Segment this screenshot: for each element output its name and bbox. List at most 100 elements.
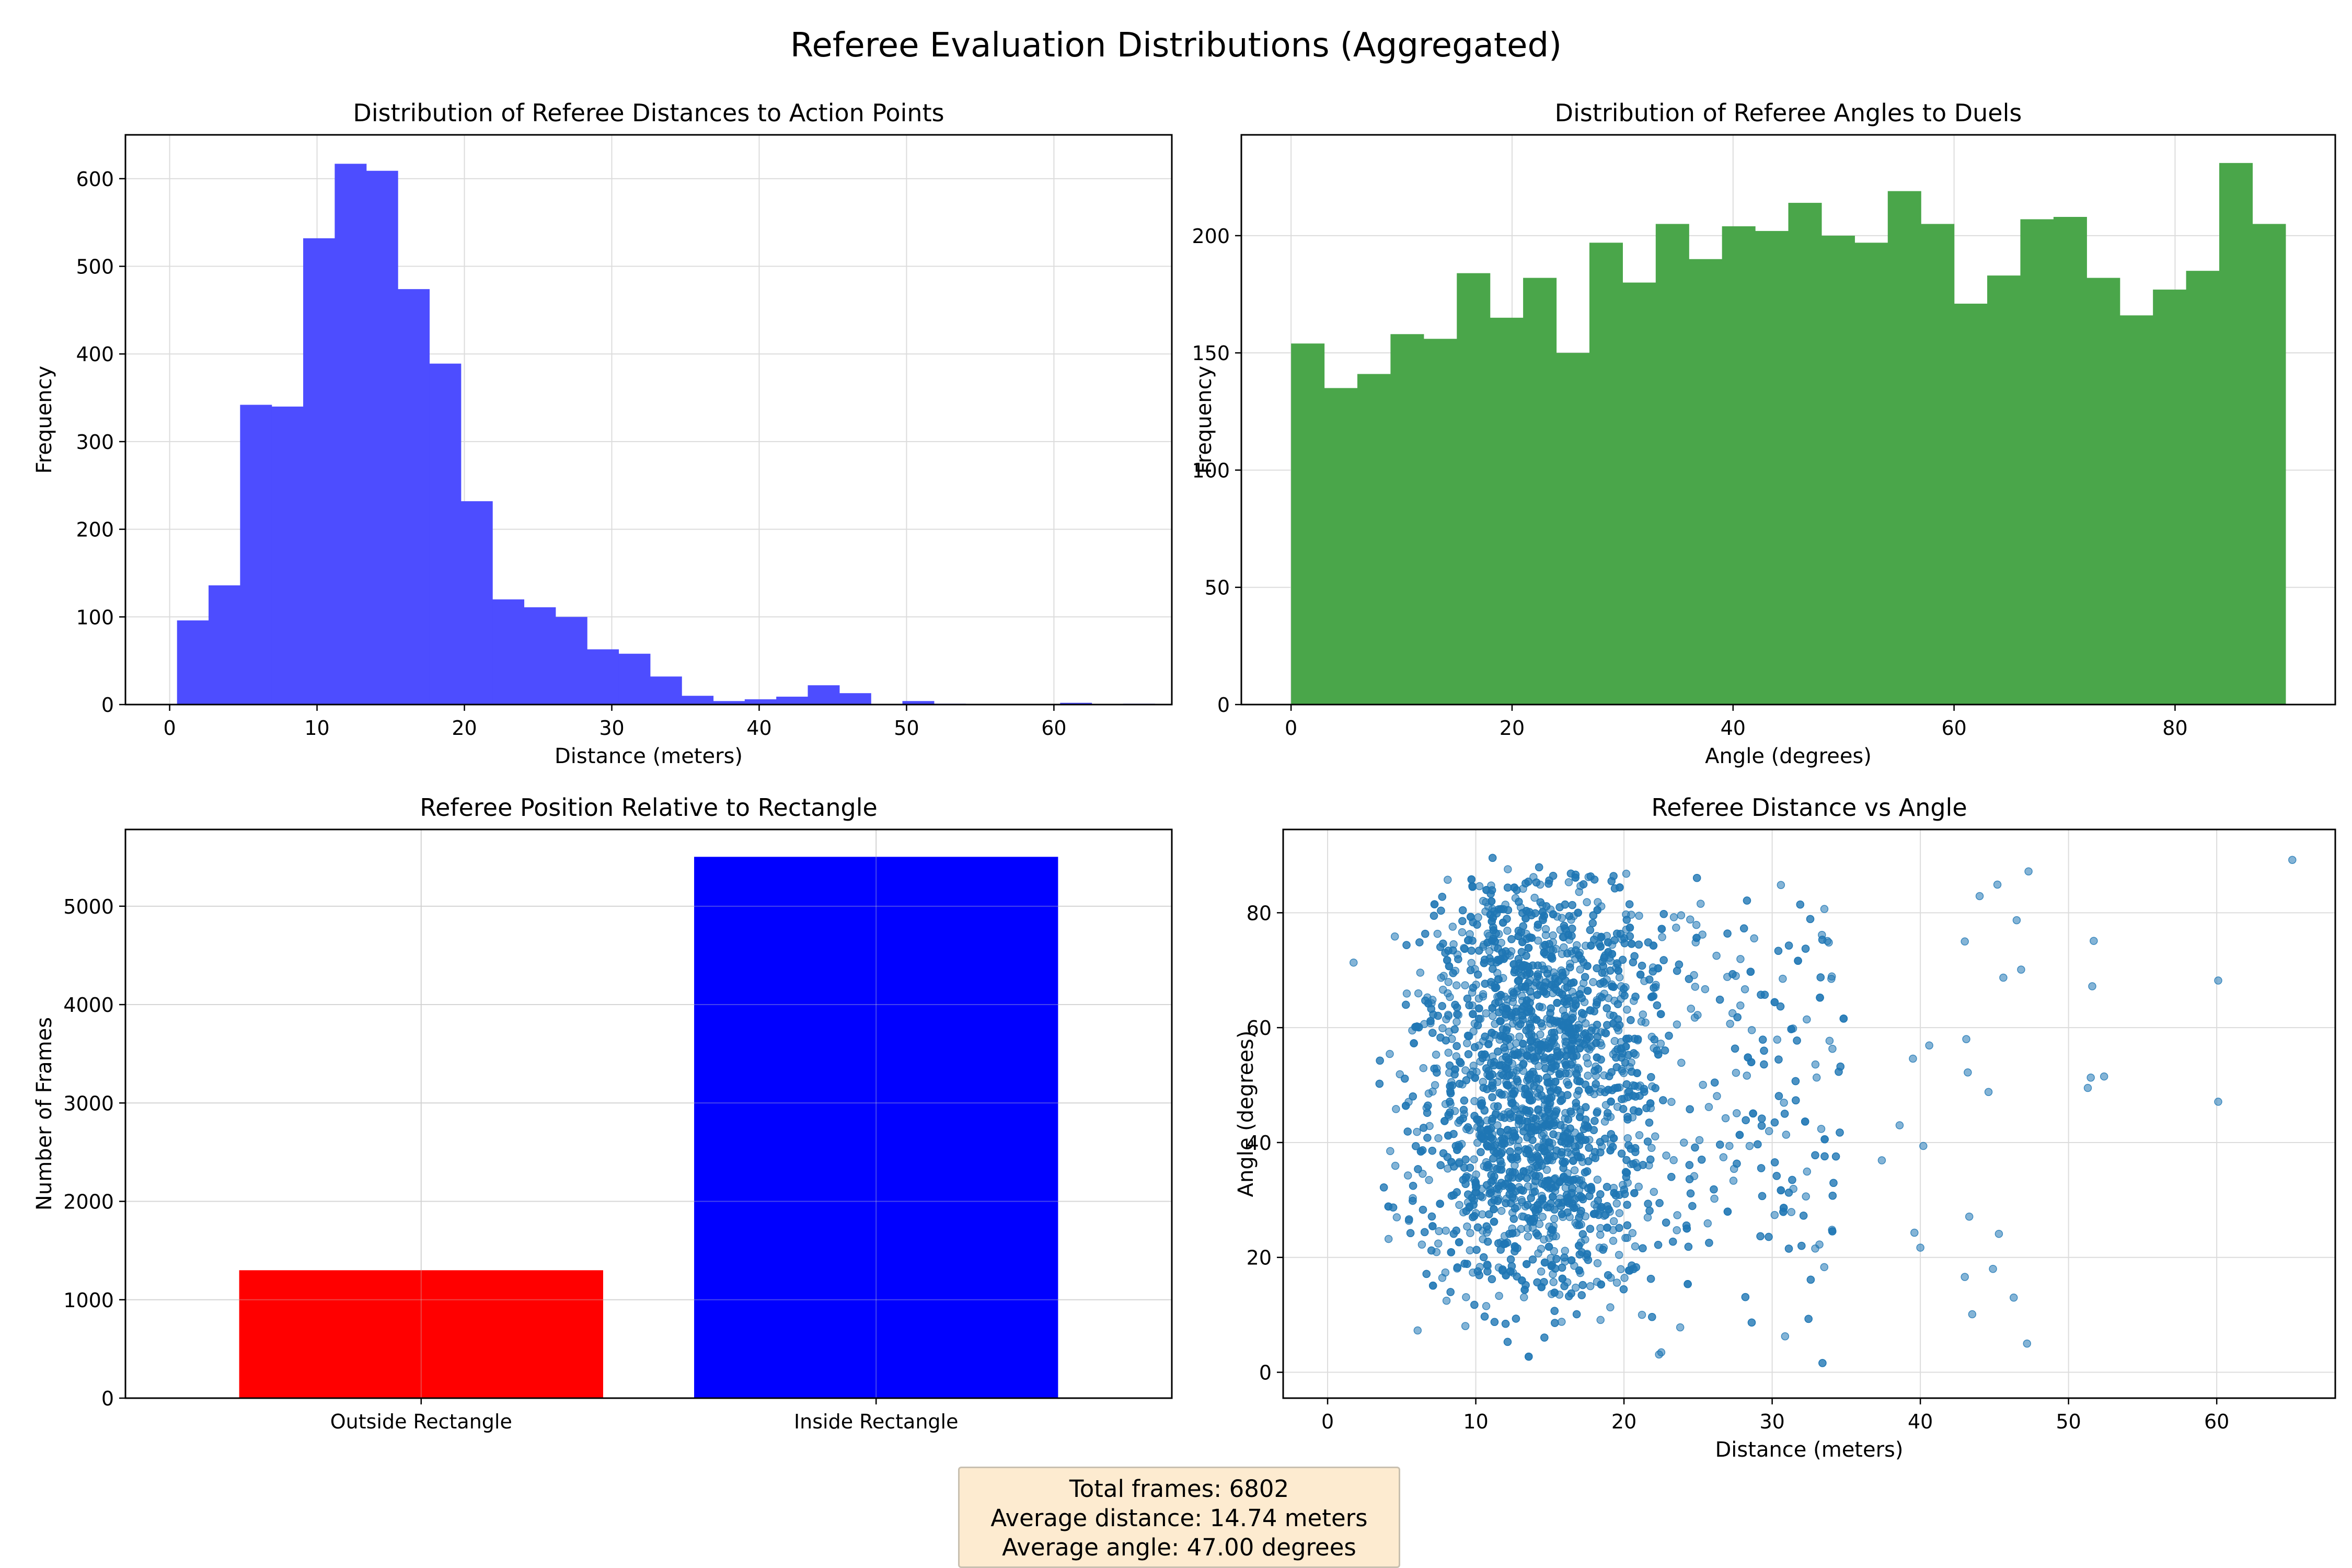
scatter-point [1774, 1055, 1783, 1064]
scatter-point [1602, 1004, 1611, 1012]
scatter-point [1558, 1274, 1567, 1283]
scatter-point [1839, 1014, 1848, 1023]
scatter-point [1479, 897, 1488, 905]
scatter-point [1910, 1228, 1919, 1237]
angle-histogram-bar [1523, 278, 1557, 705]
scatter-point [1578, 1281, 1587, 1289]
scatter-point [1596, 1316, 1605, 1324]
scatter-point [1919, 1142, 1928, 1150]
scatter-point [1470, 1155, 1478, 1163]
scatter-point [1512, 1315, 1520, 1323]
scatter-point [1615, 1224, 1623, 1232]
scatter-point [1452, 1188, 1461, 1196]
scatter-point [1463, 1260, 1471, 1269]
scatter-point [1588, 919, 1597, 927]
scatter-point [1468, 882, 1477, 891]
scatter-point [1731, 1044, 1739, 1053]
scatter-point [1651, 1084, 1659, 1092]
distance-histogram-bar [209, 585, 240, 705]
scatter-point [1597, 1280, 1606, 1289]
x-tick-label: Inside Rectangle [794, 1410, 959, 1433]
y-tick-label: 40 [1247, 1132, 1272, 1155]
inside-rectangle-bar [694, 857, 1058, 1398]
scatter-point [1703, 1219, 1712, 1228]
scatter-point [1577, 1207, 1585, 1215]
scatter-point [1541, 925, 1550, 933]
scatter-point [1402, 941, 1411, 949]
scatter-point [1513, 1075, 1521, 1083]
scatter-point [1534, 920, 1542, 929]
scatter-point [1654, 1050, 1663, 1059]
scatter-point [1586, 1282, 1595, 1290]
scatter-point [1470, 1300, 1479, 1309]
scatter-point [1433, 929, 1442, 938]
scatter-point [1460, 944, 1469, 953]
distance-histogram-bar [366, 170, 398, 705]
scatter-point [1446, 993, 1454, 1001]
scatter-point [1596, 1148, 1605, 1157]
x-tick-label: 30 [599, 717, 624, 740]
angle-histogram-bar [1291, 343, 1325, 705]
scatter-point [1467, 947, 1476, 955]
scatter-point [1471, 1074, 1479, 1082]
scatter-point [1434, 1239, 1443, 1248]
scatter-point [1586, 1225, 1595, 1233]
scatter-point [1770, 998, 1779, 1007]
scatter-point [1523, 1117, 1531, 1126]
scatter-point [1609, 1019, 1618, 1028]
scatter-point [1779, 974, 1787, 983]
scatter-point [1788, 1175, 1796, 1184]
scatter-point [1428, 1029, 1437, 1037]
scatter-point [1551, 1319, 1559, 1327]
scatter-point [1962, 1035, 1970, 1043]
scatter-point [1594, 1065, 1602, 1073]
scatter-point [1487, 1171, 1495, 1179]
scatter-point [1627, 1016, 1635, 1024]
scatter-point [1646, 1099, 1655, 1108]
angle-histogram-bar [2086, 278, 2120, 705]
position-bar-panel: 0 1000 2000 3000 4000 5000 Outside Rectangle In… [32, 793, 1173, 1433]
scatter-point [1484, 1161, 1492, 1169]
scatter-point [1528, 1153, 1537, 1162]
scatter-point [1483, 1260, 1492, 1269]
scatter-point [1633, 1035, 1642, 1043]
scatter-point [1464, 1050, 1473, 1058]
scatter-point [1551, 1062, 1560, 1070]
scatter-point [1534, 961, 1542, 970]
x-tick-label: 40 [746, 717, 771, 740]
scatter-point [1612, 1278, 1621, 1287]
scatter-point [1375, 1079, 1384, 1088]
scatter-point [1644, 1200, 1652, 1208]
scatter-point [1428, 1222, 1437, 1230]
scatter-point [1675, 960, 1684, 969]
scatter-point [1774, 1092, 1783, 1100]
scatter-point [1780, 1110, 1789, 1118]
scatter-point [1631, 1242, 1640, 1251]
scatter-point [1653, 1001, 1662, 1010]
angle-histogram-bar [1390, 334, 1424, 705]
scatter-point [1462, 1293, 1470, 1301]
scatter-point [1605, 1072, 1613, 1080]
scatter-point [1590, 1116, 1599, 1125]
scatter-point [2100, 1072, 2108, 1081]
y-tick-label: 0 [101, 1387, 114, 1410]
scatter-point [1758, 1192, 1767, 1201]
scatter-point [1634, 1108, 1643, 1116]
scatter-point [1877, 1156, 1886, 1165]
scatter-point [1581, 1136, 1590, 1144]
scatter-point [1538, 1194, 1547, 1203]
scatter-point [1463, 994, 1472, 1003]
scatter-point [1658, 933, 1666, 941]
scatter-point [1791, 1077, 1800, 1086]
scatter-point [1765, 1232, 1773, 1241]
scatter-point [1517, 1195, 1526, 1204]
scatter-point [1526, 987, 1535, 996]
scatter-point [1530, 1187, 1539, 1196]
scatter-point [1512, 1008, 1520, 1016]
scatter-point [1497, 1179, 1506, 1187]
chart-title: Referee Position Relative to Rectangle [420, 793, 878, 822]
scatter-point [1665, 1031, 1673, 1040]
scatter-point [1476, 1119, 1484, 1127]
scatter-point [1455, 1201, 1463, 1209]
